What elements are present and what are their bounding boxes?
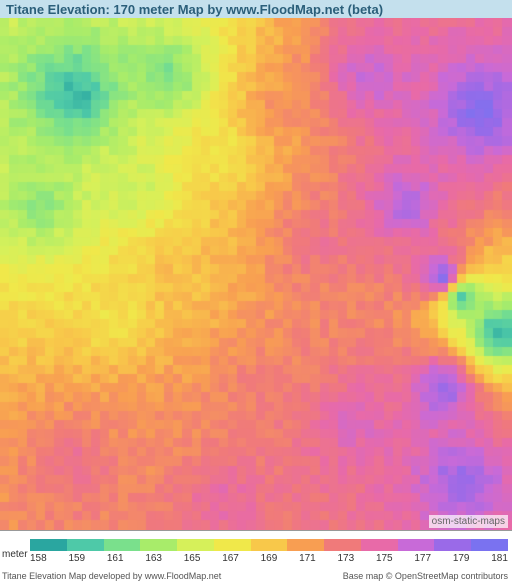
legend-tick: 159 (68, 553, 85, 564)
heatmap-canvas (0, 18, 512, 530)
footer: meter 1581591611631651671691711731751771… (0, 530, 512, 582)
legend-cell (177, 539, 214, 551)
legend-tick: 177 (414, 553, 431, 564)
legend-cell (251, 539, 288, 551)
legend-tick: 158 (30, 553, 47, 564)
legend-tick: 165 (184, 553, 201, 564)
legend-ticks: 158 159 161 163 165 167 169 171 173 175 177 179 181 (30, 553, 508, 564)
legend-cell (324, 539, 361, 551)
legend-tick: 167 (222, 553, 239, 564)
page-title: Titane Elevation: 170 meter Map by www.F… (0, 0, 512, 18)
legend-cell (140, 539, 177, 551)
legend-cell (434, 539, 471, 551)
legend-cell (361, 539, 398, 551)
credit-left: Titane Elevation Map developed by www.Fl… (2, 571, 221, 581)
legend-cell (67, 539, 104, 551)
legend-tick: 169 (261, 553, 278, 564)
app-container: Titane Elevation: 170 meter Map by www.F… (0, 0, 512, 582)
legend-tick: 179 (453, 553, 470, 564)
legend-tick: 181 (491, 553, 508, 564)
legend-cell (398, 539, 435, 551)
legend-tick: 171 (299, 553, 316, 564)
legend-bar (30, 539, 508, 551)
elevation-map: osm-static-maps (0, 18, 512, 530)
legend-cell (214, 539, 251, 551)
credit-right: Base map © OpenStreetMap contributors (343, 571, 508, 581)
legend-cell (471, 539, 508, 551)
legend-tick: 175 (376, 553, 393, 564)
legend-tick: 161 (107, 553, 124, 564)
legend-cell (30, 539, 67, 551)
legend-tick: 173 (338, 553, 355, 564)
color-legend: 158 159 161 163 165 167 169 171 173 175 177 179 181 (0, 539, 512, 567)
map-watermark: osm-static-maps (429, 515, 508, 528)
legend-cell (287, 539, 324, 551)
legend-tick: 163 (145, 553, 162, 564)
legend-cell (104, 539, 141, 551)
